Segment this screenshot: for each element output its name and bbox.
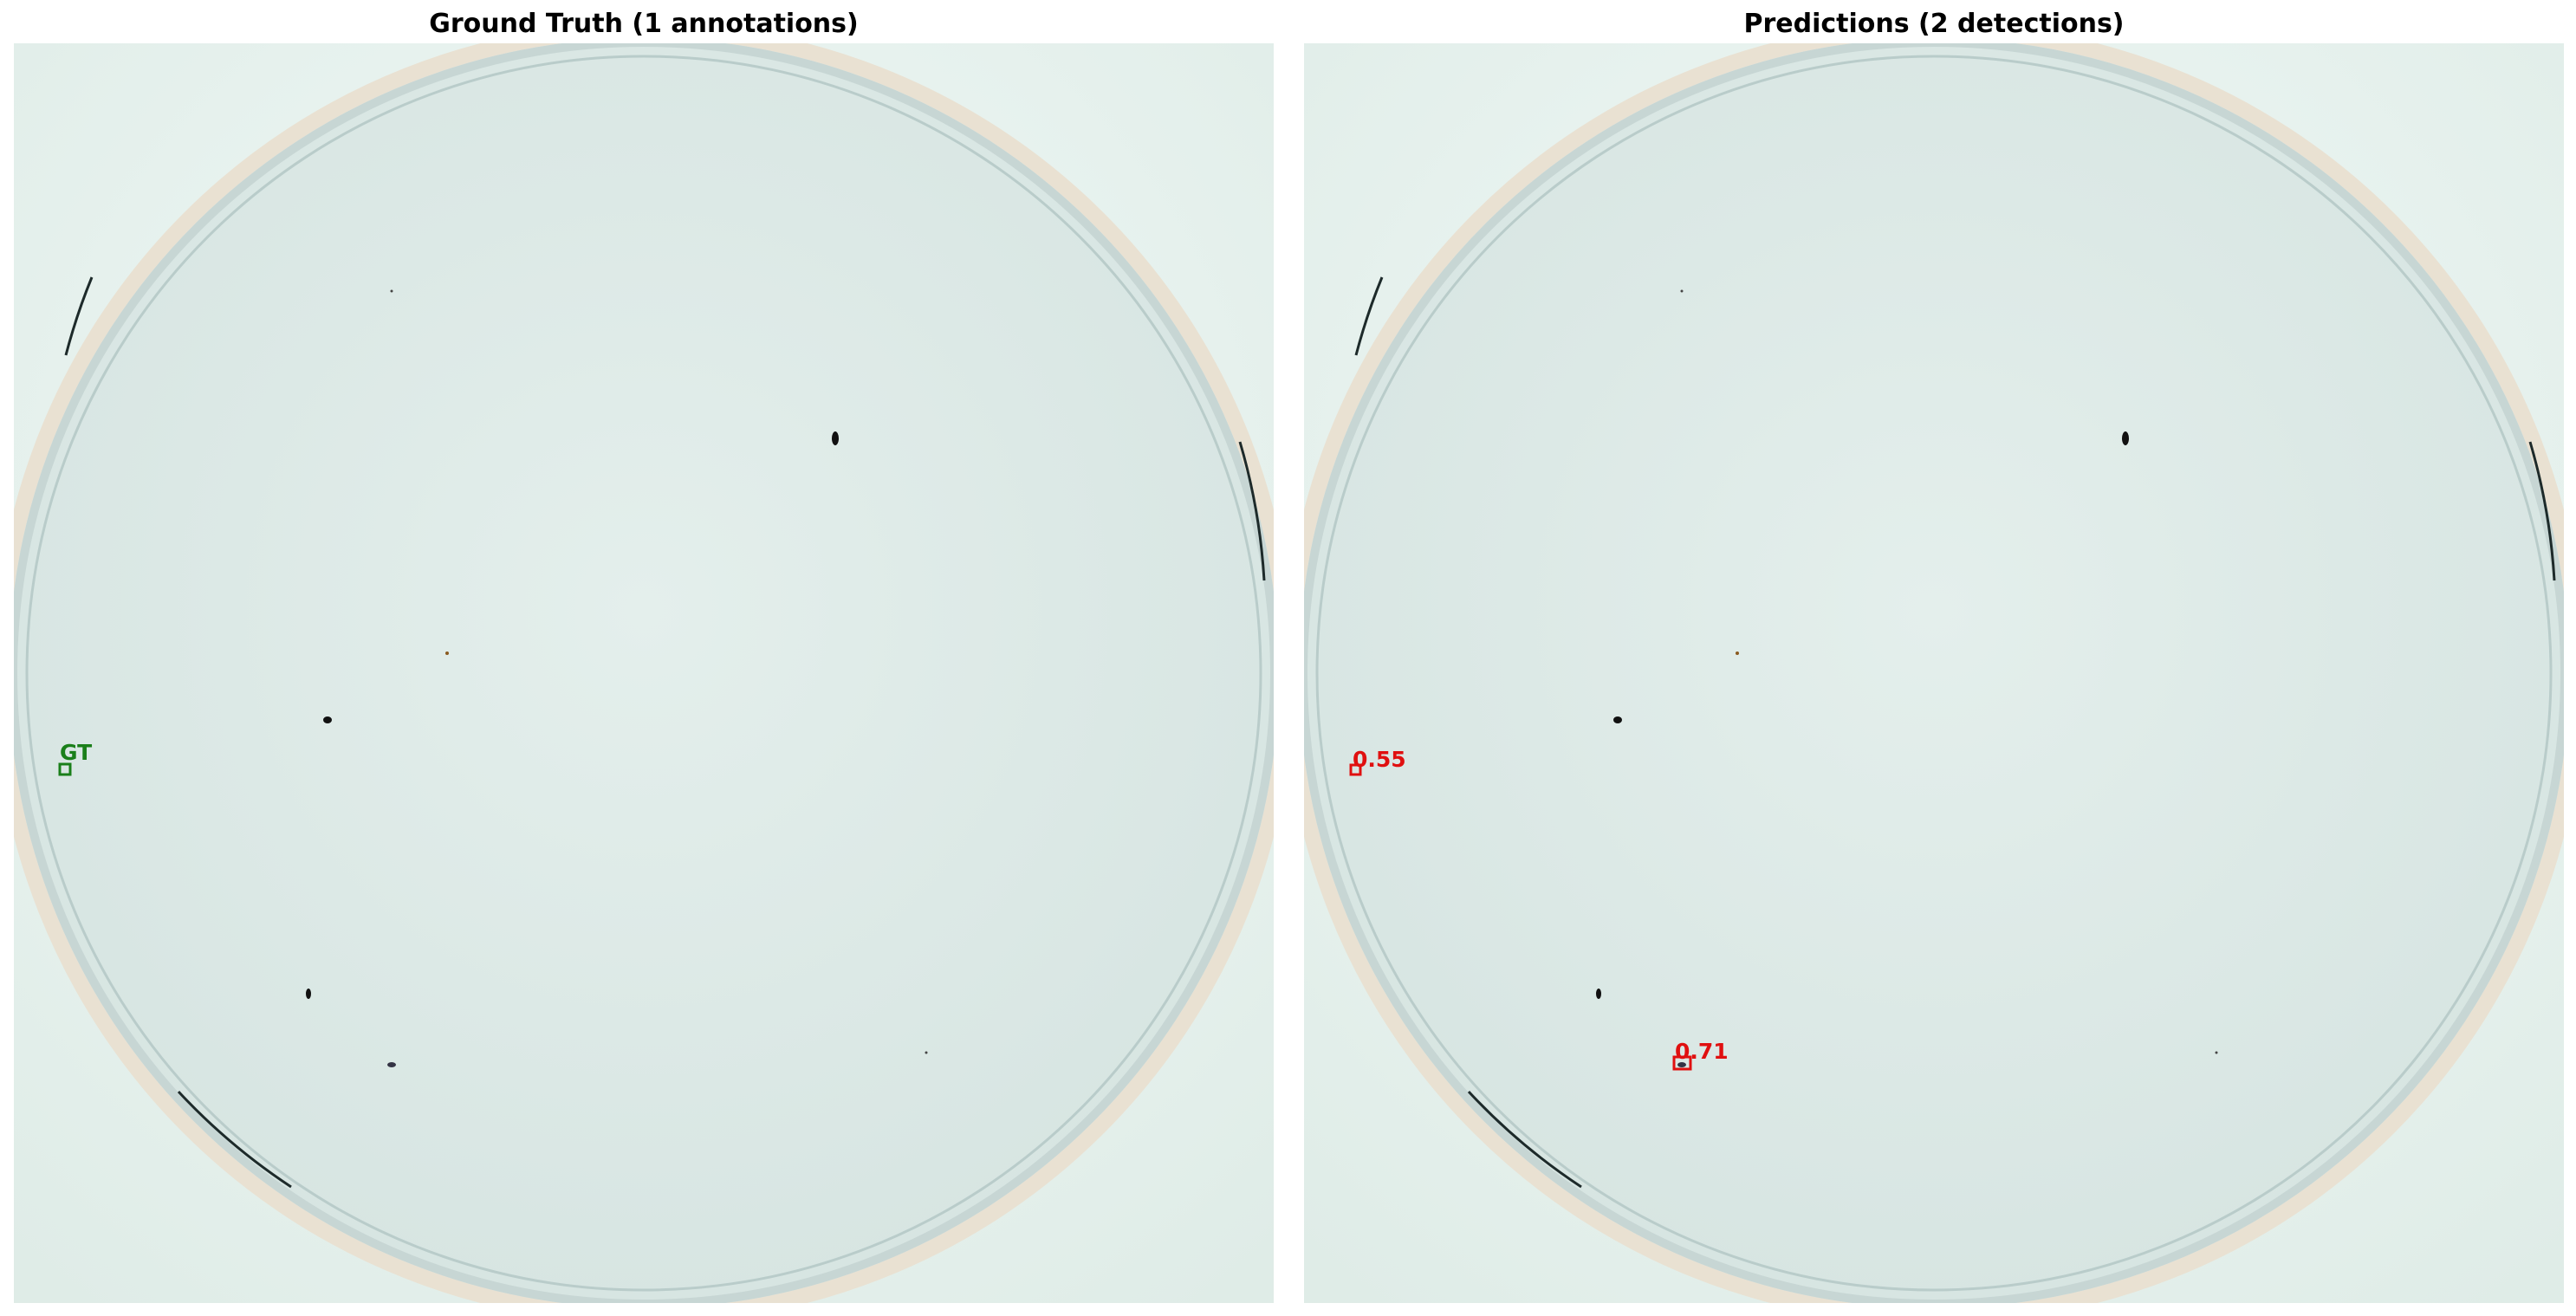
dish-rim-shadow	[1467, 1090, 1582, 1189]
dish-body	[14, 43, 1274, 1303]
colony-speck	[2215, 1051, 2218, 1054]
dish-inner-rim	[1315, 55, 2553, 1292]
predictions-panel: 0.55 0.71	[1304, 43, 2564, 1303]
prediction-bounding-box	[1349, 763, 1362, 776]
prediction-score-label: 0.71	[1675, 1039, 1729, 1064]
ground-truth-title: Ground Truth (1 annotations)	[429, 9, 859, 39]
colony-speck	[1596, 989, 1601, 999]
colony-speck	[306, 989, 311, 999]
dish-rim-shadow	[177, 1090, 292, 1189]
colony-speck	[2122, 431, 2129, 445]
dish-body	[1304, 43, 2564, 1303]
colony-speck	[387, 1062, 396, 1067]
colony-speck	[1613, 716, 1622, 723]
prediction-bounding-box	[1672, 1055, 1692, 1071]
petri-dish-image	[14, 43, 1274, 1303]
colony-speck	[1736, 652, 1739, 655]
ground-truth-panel: GT	[14, 43, 1274, 1303]
dish-inner-rim	[25, 55, 1262, 1292]
gt-box-label: GT	[60, 740, 93, 765]
prediction-score-label: 0.55	[1353, 747, 1406, 772]
dish-rim-shadow	[64, 276, 94, 356]
dish-rim-shadow	[1354, 276, 1384, 356]
colony-speck	[1680, 289, 1684, 293]
colony-speck	[925, 1051, 928, 1054]
dish-rim-shadow	[1238, 441, 1266, 581]
colony-speck	[1677, 1062, 1686, 1067]
gt-bounding-box	[58, 762, 72, 776]
colony-speck	[390, 289, 393, 293]
dish-rim-shadow	[2528, 441, 2556, 581]
colony-speck	[323, 716, 332, 723]
colony-speck	[445, 652, 449, 655]
predictions-title: Predictions (2 detections)	[1743, 9, 2125, 39]
colony-speck	[832, 431, 839, 445]
petri-dish-image	[1304, 43, 2564, 1303]
